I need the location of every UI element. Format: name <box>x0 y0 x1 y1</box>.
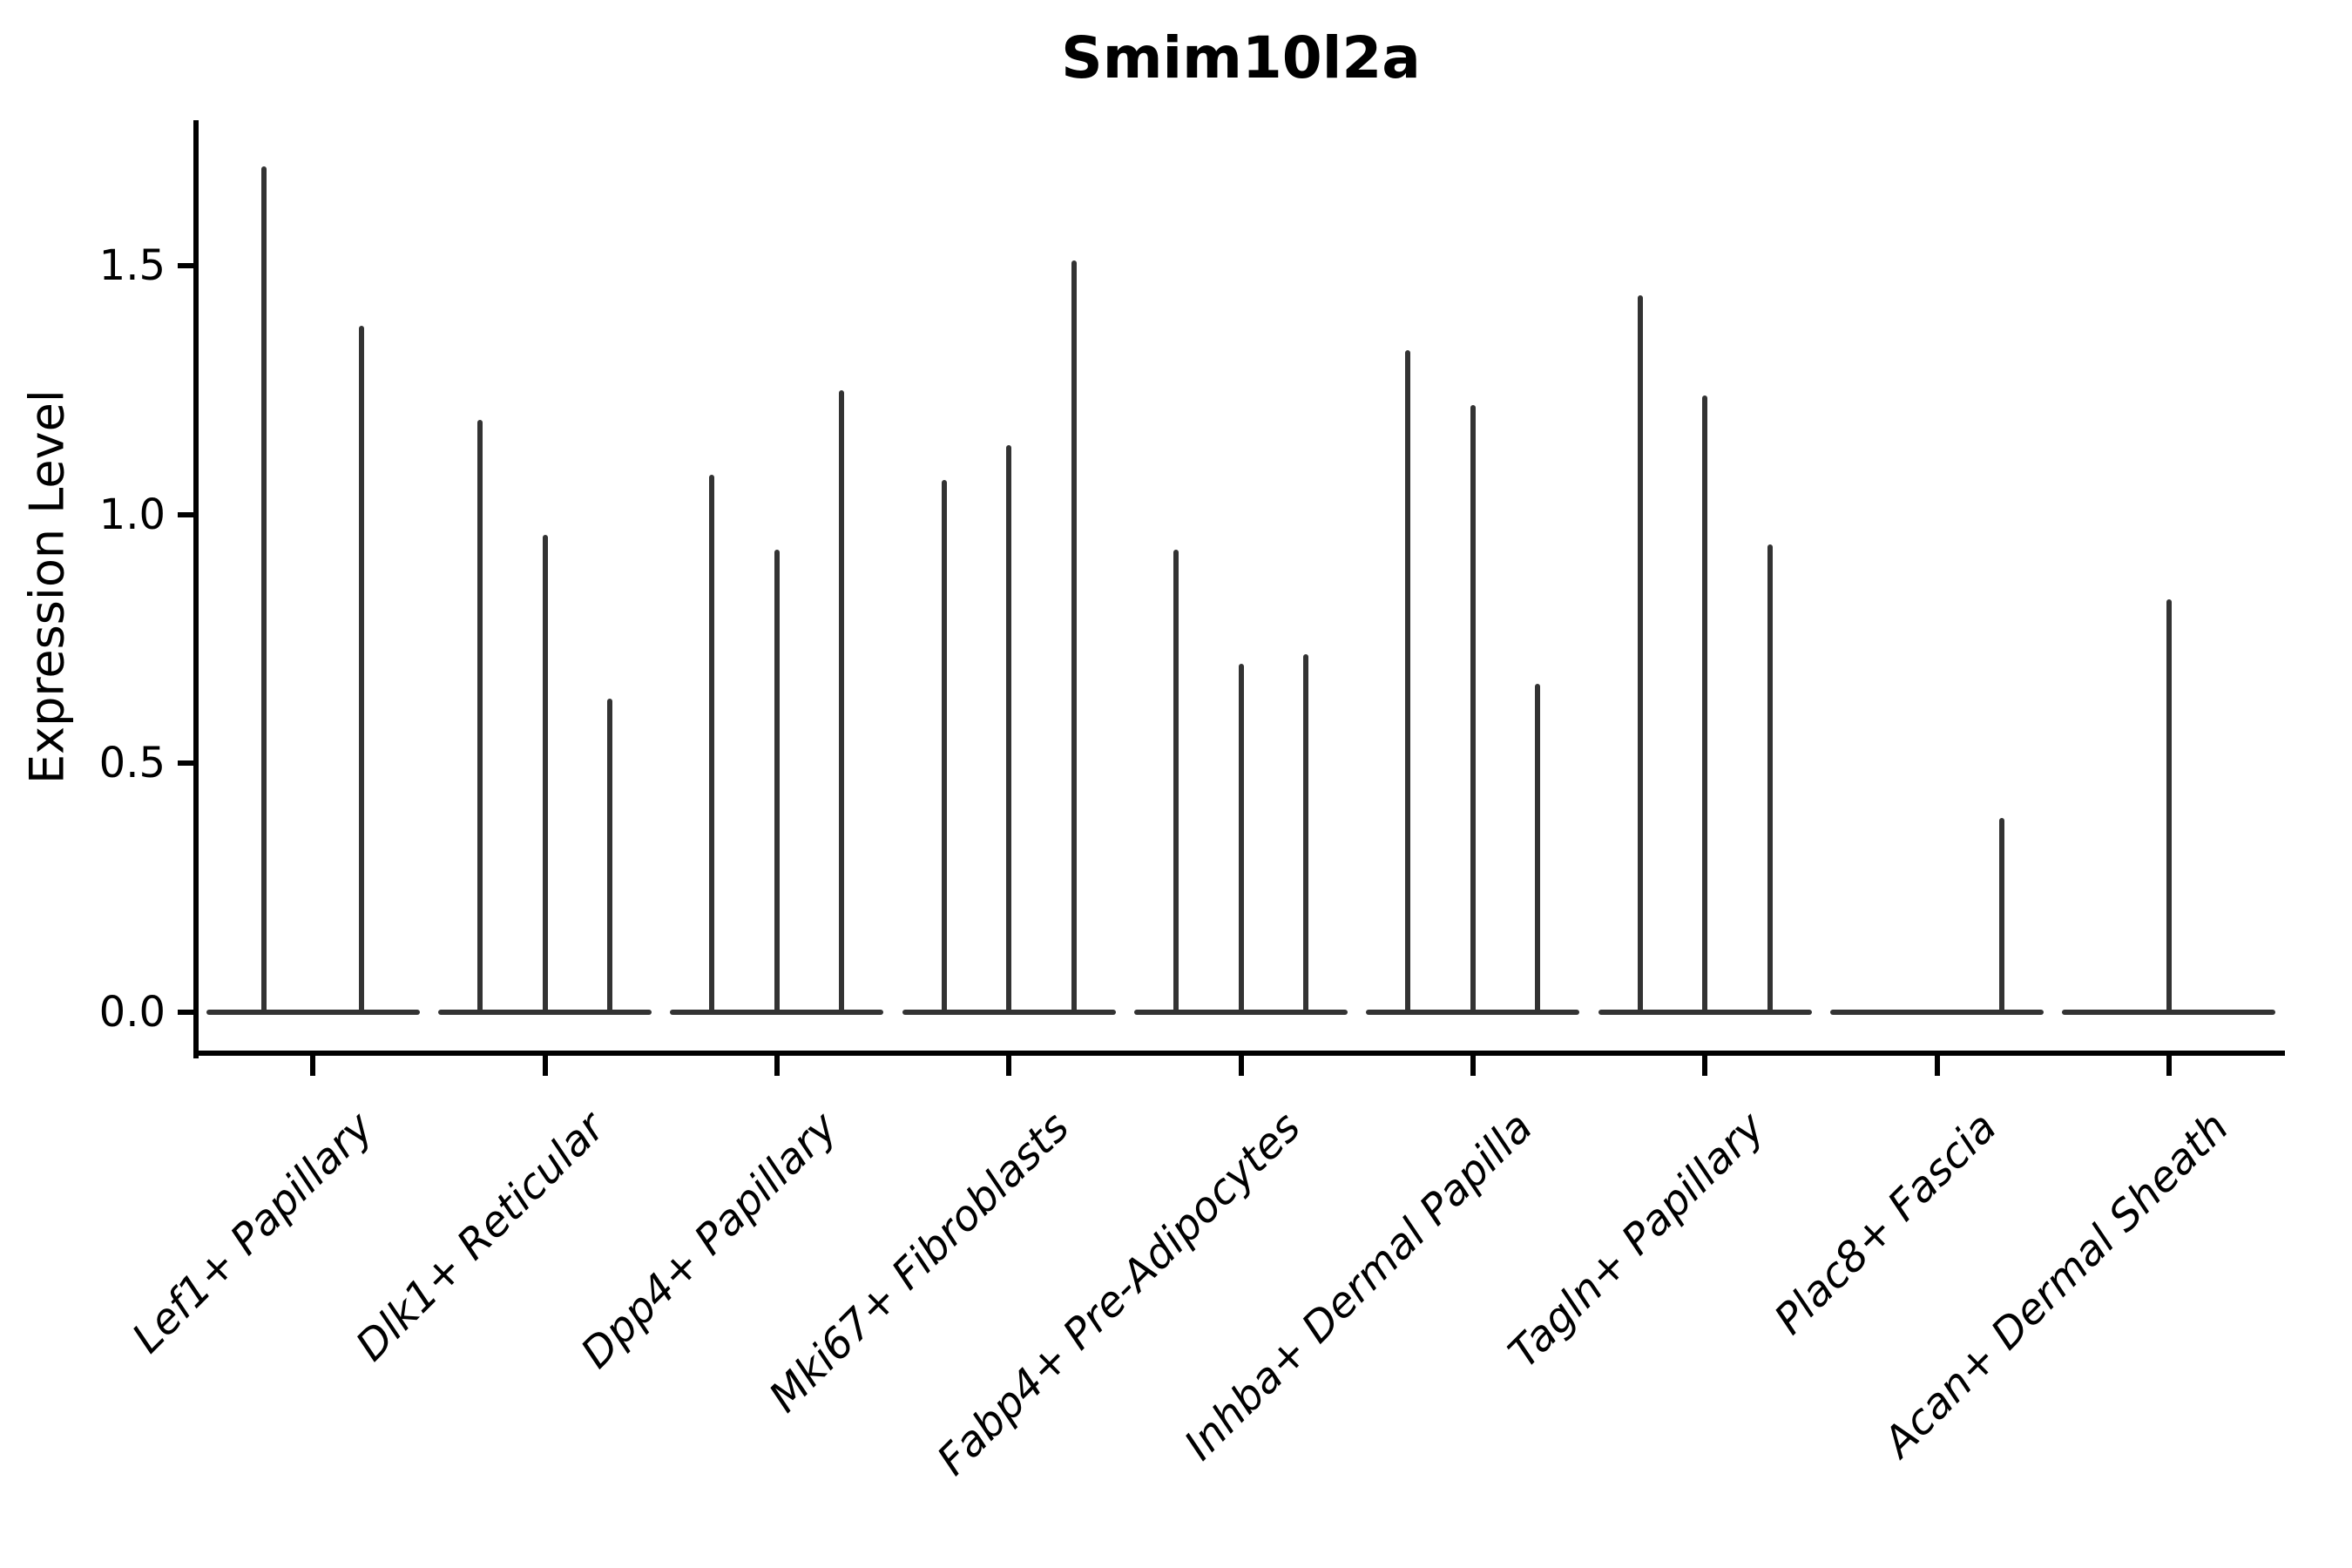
x-tick-mark <box>1238 1053 1244 1076</box>
x-tick-label: Dlk1+ Reticular <box>346 1103 615 1371</box>
violin-baseline <box>437 1010 652 1015</box>
violin-spike <box>1637 295 1643 1012</box>
violin-spike <box>261 166 267 1012</box>
violin-baseline <box>1366 1010 1580 1015</box>
violin-spike <box>774 549 780 1012</box>
violin-spike <box>1702 395 1708 1012</box>
y-axis-spine <box>193 120 199 1058</box>
violin-spike <box>1535 683 1541 1012</box>
x-tick-label: Tagln+ Papillary <box>1499 1103 1774 1378</box>
x-tick-label: Lef1+ Papillary <box>122 1103 382 1363</box>
violin-spike <box>1173 549 1179 1012</box>
y-tick-label: 1.5 <box>98 241 166 291</box>
x-tick-mark <box>2166 1053 2172 1076</box>
y-tick-mark <box>178 263 197 269</box>
chart-title: Smim10l2a <box>1061 24 1421 91</box>
violin-baseline <box>670 1010 884 1015</box>
x-tick-mark <box>1934 1053 1940 1076</box>
violin-baseline <box>1598 1010 1812 1015</box>
violin-spike <box>542 534 548 1012</box>
violin-spike <box>2166 598 2172 1012</box>
violin-spike <box>1999 818 2005 1012</box>
violin-spike <box>359 325 365 1012</box>
x-tick-mark <box>1702 1053 1708 1076</box>
violin-baseline <box>2062 1010 2276 1015</box>
y-tick-label: 0.5 <box>98 739 166 788</box>
violin-spike <box>1767 544 1773 1012</box>
y-tick-mark <box>178 760 197 767</box>
violin-spike <box>709 474 715 1012</box>
violin-spike <box>1071 260 1077 1012</box>
violin-spike <box>1238 664 1244 1012</box>
y-tick-mark <box>178 511 197 517</box>
x-tick-mark <box>1006 1053 1012 1076</box>
x-tick-mark <box>1470 1053 1476 1076</box>
x-tick-mark <box>310 1053 316 1076</box>
violin-spike <box>941 479 947 1012</box>
violin-baseline <box>206 1010 420 1015</box>
violin-spike <box>476 420 483 1012</box>
violin-baseline <box>1133 1010 1348 1015</box>
violin-spike <box>1006 444 1012 1012</box>
y-tick-label: 1.0 <box>98 490 166 539</box>
x-tick-label: Dpp4+ Papillary <box>571 1103 847 1378</box>
violin-spike <box>607 699 613 1012</box>
violin-spike <box>839 389 845 1012</box>
violin-spike <box>1405 350 1411 1012</box>
violin-spike <box>1303 653 1309 1012</box>
violin-baseline <box>1829 1010 2044 1015</box>
violin-baseline <box>902 1010 1116 1015</box>
x-tick-mark <box>542 1053 548 1076</box>
y-tick-mark <box>178 1010 197 1015</box>
y-tick-label: 0.0 <box>98 988 166 1037</box>
violin-spike <box>1470 405 1476 1012</box>
x-tick-label: Plac8+ Fascia <box>1765 1103 2007 1344</box>
x-tick-mark <box>774 1053 780 1076</box>
